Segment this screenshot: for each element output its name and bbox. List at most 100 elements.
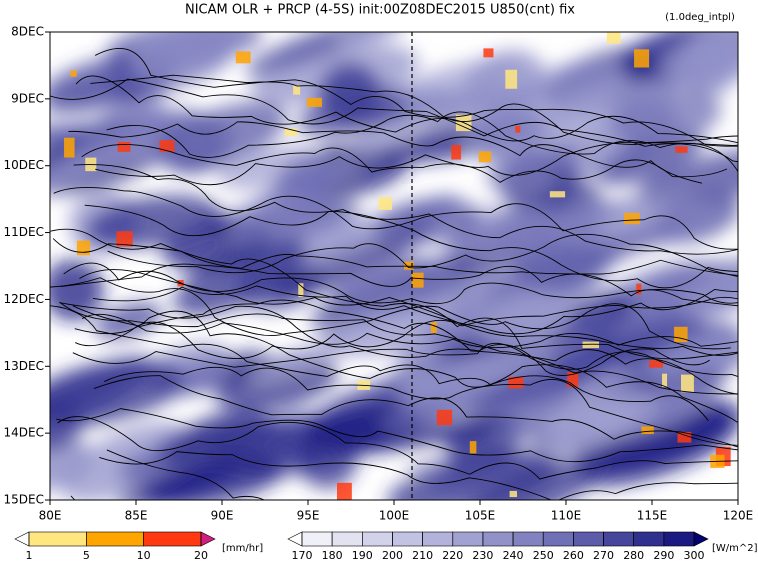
precip-patch: [624, 212, 640, 225]
olr-blob: [131, 128, 241, 163]
colorbar-segment: [331, 531, 363, 547]
x-tick-label: 90E: [211, 509, 234, 523]
precip-patch: [649, 360, 663, 368]
precip-patch: [336, 482, 352, 500]
olr-blob: [681, 254, 738, 317]
x-tick-label: 85E: [125, 509, 148, 523]
colorbar-unit: [W/m^2]: [712, 543, 758, 554]
olr-blob: [244, 32, 402, 75]
precip-patch: [636, 283, 642, 295]
precip-patch: [451, 144, 462, 160]
precip-patch: [634, 49, 650, 68]
contour-line: [50, 277, 731, 350]
colorbar-arrow: [200, 531, 216, 547]
y-tick-label: 11DEC: [4, 225, 44, 239]
colorbar-segment: [143, 531, 202, 547]
precip-patch: [582, 341, 599, 349]
contour-line: [81, 313, 738, 349]
precip-patch: [430, 322, 437, 334]
olr-blob: [336, 32, 405, 47]
y-tick-label: 9DEC: [11, 91, 44, 105]
colorbar-segment: [512, 531, 544, 547]
colorbar-unit: [mm/hr]: [222, 543, 263, 554]
colorbar-segment: [542, 531, 574, 547]
colorbar-label: 10: [137, 549, 151, 561]
precip-patch: [549, 191, 566, 198]
precip-patch: [674, 326, 688, 343]
colorbar-label: 200: [382, 549, 403, 561]
y-tick-label: 12DEC: [4, 292, 44, 306]
colorbar-segment: [452, 531, 484, 547]
precip-patch: [117, 141, 131, 152]
olr-blob: [50, 259, 104, 322]
olr-blob: [372, 198, 481, 245]
olr-blob: [598, 131, 704, 186]
colorbar-label: 280: [623, 549, 644, 561]
precip-patch: [515, 126, 521, 133]
precip-patch: [505, 69, 518, 89]
olr-blob: [274, 159, 335, 200]
colorbar-arrow: [287, 531, 303, 547]
contour-line: [84, 204, 738, 289]
olr-blob: [489, 235, 622, 310]
colorbar-label: 250: [533, 549, 554, 561]
precip-patch: [76, 240, 90, 256]
contour-line: [104, 366, 738, 446]
colorbar-label: 20: [194, 549, 208, 561]
precip-patch: [70, 70, 77, 77]
x-tick-label: 110E: [551, 509, 582, 523]
precip-patch: [675, 146, 688, 153]
contour-line: [99, 451, 738, 500]
colorbar-arrow: [14, 531, 30, 547]
contour-line: [53, 186, 738, 250]
y-tick-label: 10DEC: [4, 158, 44, 172]
precip-patch: [436, 409, 453, 426]
colorbar-label: 240: [503, 549, 524, 561]
olr-blob: [573, 399, 738, 471]
olr-blob: [50, 121, 124, 148]
contour-line: [74, 310, 738, 423]
precip-patch: [509, 490, 518, 498]
colorbar-segment: [28, 531, 87, 547]
contour-line: [75, 75, 738, 144]
x-tick-label: 120E: [723, 509, 754, 523]
chart-title: NICAM OLR + PRCP (4-5S) init:00Z08DEC201…: [185, 3, 575, 18]
precip-patch: [411, 272, 424, 288]
colorbar-label: 300: [684, 549, 705, 561]
colorbar-label: 290: [653, 549, 674, 561]
colorbar-segment: [663, 531, 695, 547]
colorbar-label: 230: [472, 549, 493, 561]
x-tick-label: 105E: [465, 509, 496, 523]
precip-patch: [483, 48, 494, 58]
precip-patch: [64, 137, 75, 158]
contours: [50, 48, 738, 500]
contour-line: [107, 233, 738, 278]
olr-blob: [131, 32, 247, 85]
olr-blob: [545, 390, 657, 442]
precip-patch: [235, 51, 251, 64]
contour-line: [92, 285, 738, 335]
contour-line: [59, 302, 710, 376]
olr-blob: [173, 237, 308, 317]
olr-blob: [116, 463, 239, 500]
precip-patch: [159, 140, 175, 152]
precip-patch: [508, 376, 524, 389]
colorbar-label: 260: [563, 549, 584, 561]
precip-patch: [478, 151, 492, 163]
olr-blob: [66, 107, 198, 164]
precip-patch: [469, 441, 477, 454]
contour-line: [75, 296, 738, 359]
olr-blob: [318, 62, 381, 123]
colorbar-arrow: [693, 531, 709, 547]
x-tick-label: 100E: [379, 509, 410, 523]
precip-patch: [284, 128, 298, 136]
contour-line: [95, 135, 738, 186]
contour-line: [81, 144, 728, 183]
olr-blob: [571, 290, 646, 328]
x-tick-label: 80E: [39, 509, 62, 523]
precip-patch: [641, 426, 654, 435]
y-tick-label: 14DEC: [4, 426, 44, 440]
contour-line: [50, 228, 738, 360]
